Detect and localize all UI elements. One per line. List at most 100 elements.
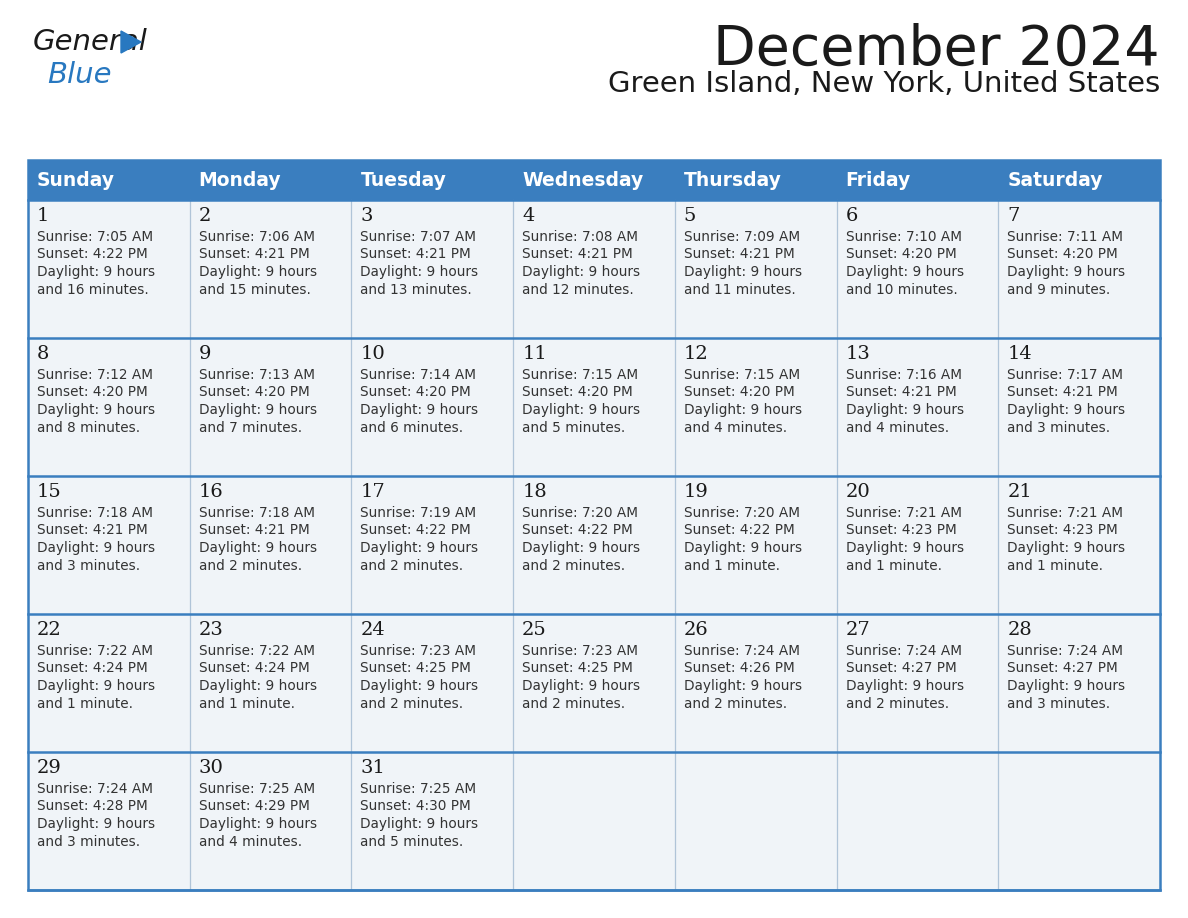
Text: 24: 24	[360, 621, 385, 639]
Text: Sunset: 4:20 PM: Sunset: 4:20 PM	[523, 386, 633, 399]
Text: Sunrise: 7:25 AM: Sunrise: 7:25 AM	[198, 782, 315, 796]
Text: Daylight: 9 hours: Daylight: 9 hours	[684, 403, 802, 417]
Text: Daylight: 9 hours: Daylight: 9 hours	[1007, 265, 1125, 279]
Text: Sunrise: 7:09 AM: Sunrise: 7:09 AM	[684, 230, 800, 244]
Text: 30: 30	[198, 759, 223, 777]
Text: and 2 minutes.: and 2 minutes.	[523, 697, 625, 711]
Bar	[29, 476, 1159, 614]
Text: Daylight: 9 hours: Daylight: 9 hours	[523, 541, 640, 555]
Text: and 13 minutes.: and 13 minutes.	[360, 283, 472, 297]
Text: Sunset: 4:28 PM: Sunset: 4:28 PM	[37, 800, 147, 813]
Text: Sunset: 4:27 PM: Sunset: 4:27 PM	[1007, 662, 1118, 676]
Text: December 2024: December 2024	[713, 23, 1159, 77]
Text: Sunrise: 7:05 AM: Sunrise: 7:05 AM	[37, 230, 153, 244]
Text: 29: 29	[37, 759, 62, 777]
Text: Daylight: 9 hours: Daylight: 9 hours	[1007, 403, 1125, 417]
Text: Sunset: 4:30 PM: Sunset: 4:30 PM	[360, 800, 472, 813]
Text: General: General	[33, 28, 147, 56]
Bar	[29, 338, 1159, 476]
Text: 12: 12	[684, 345, 708, 363]
Text: and 16 minutes.: and 16 minutes.	[37, 283, 148, 297]
Text: 18: 18	[523, 483, 546, 501]
Text: Sunrise: 7:10 AM: Sunrise: 7:10 AM	[846, 230, 961, 244]
Text: Daylight: 9 hours: Daylight: 9 hours	[684, 265, 802, 279]
Text: Daylight: 9 hours: Daylight: 9 hours	[360, 403, 479, 417]
Text: Sunset: 4:23 PM: Sunset: 4:23 PM	[1007, 523, 1118, 538]
Text: Sunrise: 7:21 AM: Sunrise: 7:21 AM	[846, 506, 961, 520]
Text: Daylight: 9 hours: Daylight: 9 hours	[198, 541, 317, 555]
Text: and 5 minutes.: and 5 minutes.	[360, 834, 463, 848]
Text: Sunset: 4:20 PM: Sunset: 4:20 PM	[684, 386, 795, 399]
Text: Wednesday: Wednesday	[523, 171, 644, 189]
Text: 19: 19	[684, 483, 709, 501]
Text: Sunset: 4:23 PM: Sunset: 4:23 PM	[846, 523, 956, 538]
Text: Sunrise: 7:18 AM: Sunrise: 7:18 AM	[198, 506, 315, 520]
Text: Sunrise: 7:20 AM: Sunrise: 7:20 AM	[684, 506, 800, 520]
Text: Daylight: 9 hours: Daylight: 9 hours	[1007, 541, 1125, 555]
Text: Sunset: 4:26 PM: Sunset: 4:26 PM	[684, 662, 795, 676]
Text: Sunset: 4:22 PM: Sunset: 4:22 PM	[684, 523, 795, 538]
Text: 31: 31	[360, 759, 385, 777]
Text: Sunset: 4:21 PM: Sunset: 4:21 PM	[37, 523, 147, 538]
Text: Sunset: 4:20 PM: Sunset: 4:20 PM	[198, 386, 309, 399]
Text: and 7 minutes.: and 7 minutes.	[198, 420, 302, 434]
Text: 22: 22	[37, 621, 62, 639]
Text: Sunrise: 7:24 AM: Sunrise: 7:24 AM	[684, 644, 800, 658]
Text: Sunrise: 7:17 AM: Sunrise: 7:17 AM	[1007, 368, 1124, 382]
Text: Daylight: 9 hours: Daylight: 9 hours	[523, 265, 640, 279]
Text: 15: 15	[37, 483, 62, 501]
Text: Sunset: 4:20 PM: Sunset: 4:20 PM	[37, 386, 147, 399]
Text: Sunrise: 7:24 AM: Sunrise: 7:24 AM	[846, 644, 961, 658]
Text: Daylight: 9 hours: Daylight: 9 hours	[846, 541, 963, 555]
Text: and 15 minutes.: and 15 minutes.	[198, 283, 310, 297]
Text: 3: 3	[360, 207, 373, 225]
Text: Green Island, New York, United States: Green Island, New York, United States	[608, 70, 1159, 98]
Text: Daylight: 9 hours: Daylight: 9 hours	[684, 679, 802, 693]
Text: Sunrise: 7:19 AM: Sunrise: 7:19 AM	[360, 506, 476, 520]
Text: Sunrise: 7:22 AM: Sunrise: 7:22 AM	[37, 644, 153, 658]
Text: and 12 minutes.: and 12 minutes.	[523, 283, 634, 297]
Text: and 2 minutes.: and 2 minutes.	[684, 697, 786, 711]
Text: and 3 minutes.: and 3 minutes.	[1007, 697, 1111, 711]
Text: Daylight: 9 hours: Daylight: 9 hours	[198, 403, 317, 417]
Text: Blue: Blue	[48, 61, 112, 89]
Text: and 6 minutes.: and 6 minutes.	[360, 420, 463, 434]
Polygon shape	[121, 31, 141, 53]
Text: Sunrise: 7:07 AM: Sunrise: 7:07 AM	[360, 230, 476, 244]
Text: Tuesday: Tuesday	[360, 171, 447, 189]
Text: and 5 minutes.: and 5 minutes.	[523, 420, 625, 434]
Text: Sunset: 4:27 PM: Sunset: 4:27 PM	[846, 662, 956, 676]
Text: Sunrise: 7:25 AM: Sunrise: 7:25 AM	[360, 782, 476, 796]
Text: Sunset: 4:21 PM: Sunset: 4:21 PM	[198, 248, 309, 262]
Text: Sunset: 4:22 PM: Sunset: 4:22 PM	[523, 523, 633, 538]
Text: Daylight: 9 hours: Daylight: 9 hours	[198, 265, 317, 279]
Text: Sunrise: 7:06 AM: Sunrise: 7:06 AM	[198, 230, 315, 244]
Text: 10: 10	[360, 345, 385, 363]
Text: 4: 4	[523, 207, 535, 225]
Text: Daylight: 9 hours: Daylight: 9 hours	[198, 679, 317, 693]
Text: 28: 28	[1007, 621, 1032, 639]
Text: and 2 minutes.: and 2 minutes.	[198, 558, 302, 573]
Bar	[29, 200, 1159, 338]
Text: Sunrise: 7:11 AM: Sunrise: 7:11 AM	[1007, 230, 1124, 244]
Text: and 4 minutes.: and 4 minutes.	[198, 834, 302, 848]
Text: 25: 25	[523, 621, 546, 639]
Text: Monday: Monday	[198, 171, 282, 189]
Bar	[29, 752, 1159, 890]
Text: and 3 minutes.: and 3 minutes.	[37, 834, 140, 848]
Text: Sunset: 4:24 PM: Sunset: 4:24 PM	[37, 662, 147, 676]
Text: Sunset: 4:21 PM: Sunset: 4:21 PM	[684, 248, 795, 262]
Text: Sunset: 4:21 PM: Sunset: 4:21 PM	[523, 248, 633, 262]
Text: Sunrise: 7:08 AM: Sunrise: 7:08 AM	[523, 230, 638, 244]
Text: Friday: Friday	[846, 171, 911, 189]
Text: 14: 14	[1007, 345, 1032, 363]
Bar	[29, 160, 1159, 200]
Text: and 10 minutes.: and 10 minutes.	[846, 283, 958, 297]
Text: 23: 23	[198, 621, 223, 639]
Text: Sunset: 4:21 PM: Sunset: 4:21 PM	[198, 523, 309, 538]
Text: and 3 minutes.: and 3 minutes.	[1007, 420, 1111, 434]
Text: Sunday: Sunday	[37, 171, 115, 189]
Text: Sunrise: 7:13 AM: Sunrise: 7:13 AM	[198, 368, 315, 382]
Text: Sunrise: 7:14 AM: Sunrise: 7:14 AM	[360, 368, 476, 382]
Text: 11: 11	[523, 345, 546, 363]
